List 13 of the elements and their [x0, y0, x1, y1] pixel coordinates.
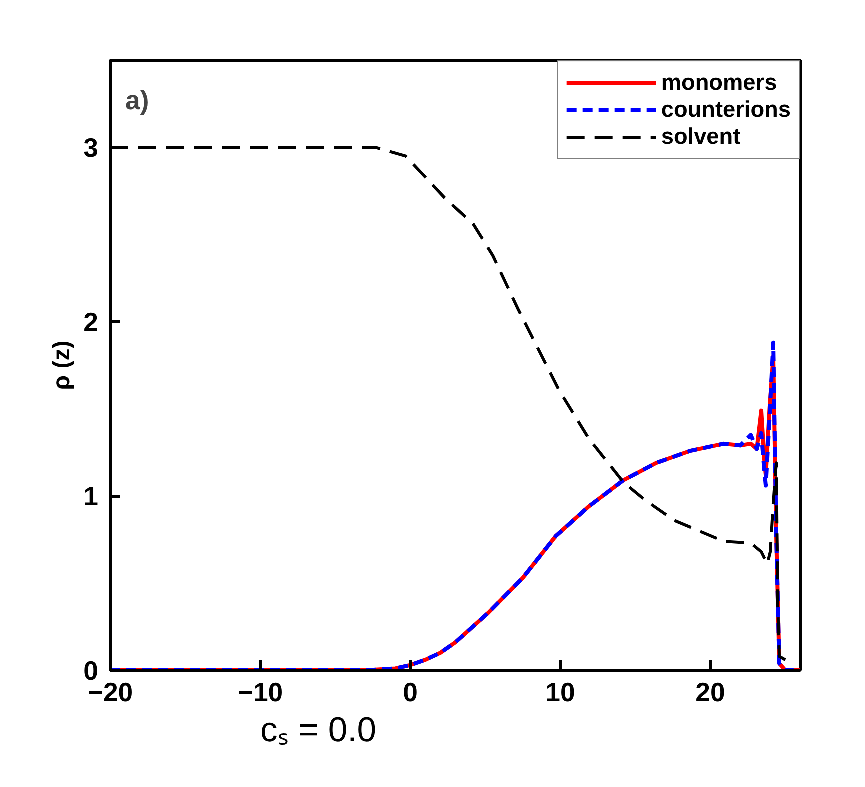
- x-tick-label: 20: [696, 678, 726, 708]
- text: cₛ = 0.0: [260, 712, 377, 750]
- legend-label: counterions: [661, 96, 791, 123]
- x-tick-label: 0: [403, 678, 418, 708]
- y-tick-label: 2: [84, 307, 99, 338]
- x-tick-label: −10: [238, 678, 284, 708]
- y-axis-title: ρ (z): [48, 340, 76, 390]
- y-tick-label: 1: [84, 482, 99, 512]
- y-tick-label: 3: [84, 133, 99, 164]
- legend-label: monomers: [661, 69, 778, 96]
- legend-label: solvent: [661, 123, 741, 150]
- x-tick-label: 10: [546, 678, 576, 708]
- annotation: a): [126, 86, 150, 116]
